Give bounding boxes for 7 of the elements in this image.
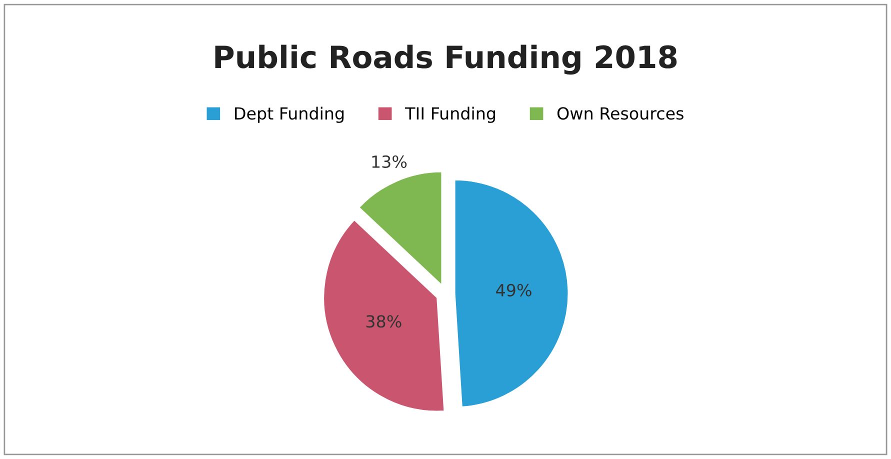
data-label: 13% [372,155,407,168]
legend-label: TII Funding [405,106,496,123]
data-label: 49% [496,284,532,296]
chart-title: Public Roads Funding 2018 [215,44,677,75]
legend-label: Own Resources [557,107,684,120]
data-label: 38% [366,315,402,328]
legend-label: Dept Funding [235,106,344,123]
